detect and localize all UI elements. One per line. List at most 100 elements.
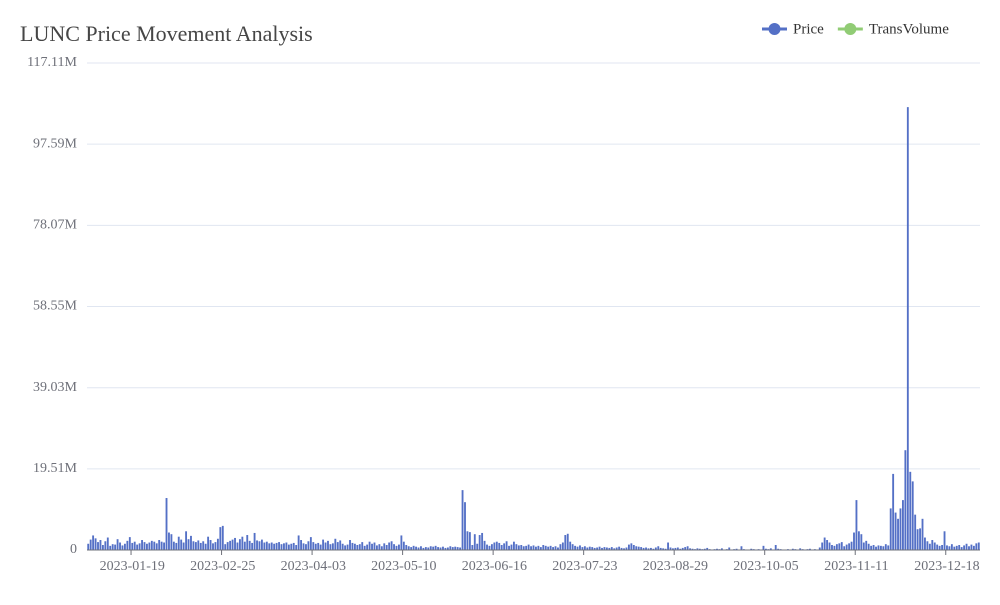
bar <box>741 546 743 550</box>
bar <box>141 540 143 550</box>
bar <box>520 545 522 550</box>
bar <box>334 539 336 550</box>
bar <box>496 542 498 550</box>
bar <box>555 546 557 550</box>
bar <box>386 545 388 550</box>
bar <box>821 543 823 550</box>
bar <box>909 472 911 550</box>
bar <box>924 538 926 550</box>
bar <box>246 535 248 550</box>
bar <box>356 545 358 550</box>
bar <box>508 546 510 550</box>
bar <box>572 544 574 550</box>
bar <box>352 543 354 550</box>
bar <box>200 543 202 550</box>
bar <box>342 544 344 550</box>
bar <box>545 546 547 550</box>
bar <box>396 546 398 550</box>
bar <box>895 513 897 550</box>
bar <box>327 541 329 550</box>
bar <box>364 546 366 550</box>
bar <box>207 537 209 550</box>
bar <box>122 545 124 550</box>
bar <box>168 533 170 550</box>
bar <box>192 541 194 550</box>
bar <box>922 519 924 550</box>
bar <box>87 544 89 550</box>
bar <box>95 538 97 550</box>
bar <box>550 546 552 550</box>
bar <box>486 545 488 550</box>
bar <box>435 546 437 550</box>
bar <box>227 542 229 550</box>
x-tick-label: 2023-01-19 <box>100 559 165 574</box>
bar <box>506 541 508 550</box>
bar <box>205 544 207 550</box>
x-tick-label: 2023-02-25 <box>190 559 255 574</box>
bar <box>163 543 165 550</box>
bar <box>904 450 906 550</box>
bar <box>491 544 493 550</box>
bar <box>562 543 564 550</box>
bar <box>166 498 168 550</box>
bar <box>354 544 356 550</box>
legend-label[interactable]: Price <box>793 21 824 37</box>
bar <box>900 508 902 550</box>
bar <box>865 541 867 550</box>
bar <box>420 546 422 550</box>
bar <box>630 543 632 550</box>
bar <box>114 545 116 550</box>
bar <box>501 545 503 550</box>
bar <box>383 543 385 550</box>
bar <box>337 542 339 550</box>
bar <box>170 534 172 550</box>
bar <box>256 540 258 550</box>
bar <box>882 546 884 550</box>
legend-label[interactable]: TransVolume <box>869 21 949 37</box>
bar <box>873 545 875 550</box>
bar <box>489 546 491 550</box>
bar <box>944 531 946 550</box>
bar <box>542 545 544 550</box>
bar <box>887 545 889 550</box>
bar <box>914 515 916 550</box>
bar <box>474 534 476 550</box>
bar <box>239 539 241 550</box>
bar <box>278 542 280 550</box>
bar <box>863 543 865 550</box>
bar <box>763 546 765 550</box>
bar <box>858 531 860 550</box>
bar <box>902 500 904 550</box>
bar <box>848 543 850 550</box>
bar <box>856 500 858 550</box>
bar <box>968 546 970 550</box>
bar <box>263 543 265 550</box>
bar <box>249 541 251 550</box>
x-tick-label: 2023-06-16 <box>462 559 527 574</box>
bar <box>462 490 464 550</box>
bar <box>868 544 870 550</box>
bar <box>833 546 835 550</box>
bar <box>469 532 471 550</box>
bar <box>569 542 571 550</box>
bar <box>310 537 312 550</box>
bar <box>878 545 880 550</box>
bar <box>180 540 182 550</box>
bar <box>511 545 513 550</box>
bar <box>687 546 689 550</box>
bar <box>513 542 515 550</box>
y-tick-label: 97.59M <box>33 136 78 151</box>
bar <box>951 544 953 550</box>
bar <box>493 543 495 550</box>
bar <box>941 545 943 550</box>
bar <box>188 539 190 550</box>
bar <box>347 545 349 550</box>
bar <box>361 542 363 550</box>
legend-marker <box>769 23 781 35</box>
bar <box>97 542 99 550</box>
bar <box>525 546 527 550</box>
bar <box>349 540 351 550</box>
bar <box>229 541 231 550</box>
bar <box>317 543 319 550</box>
